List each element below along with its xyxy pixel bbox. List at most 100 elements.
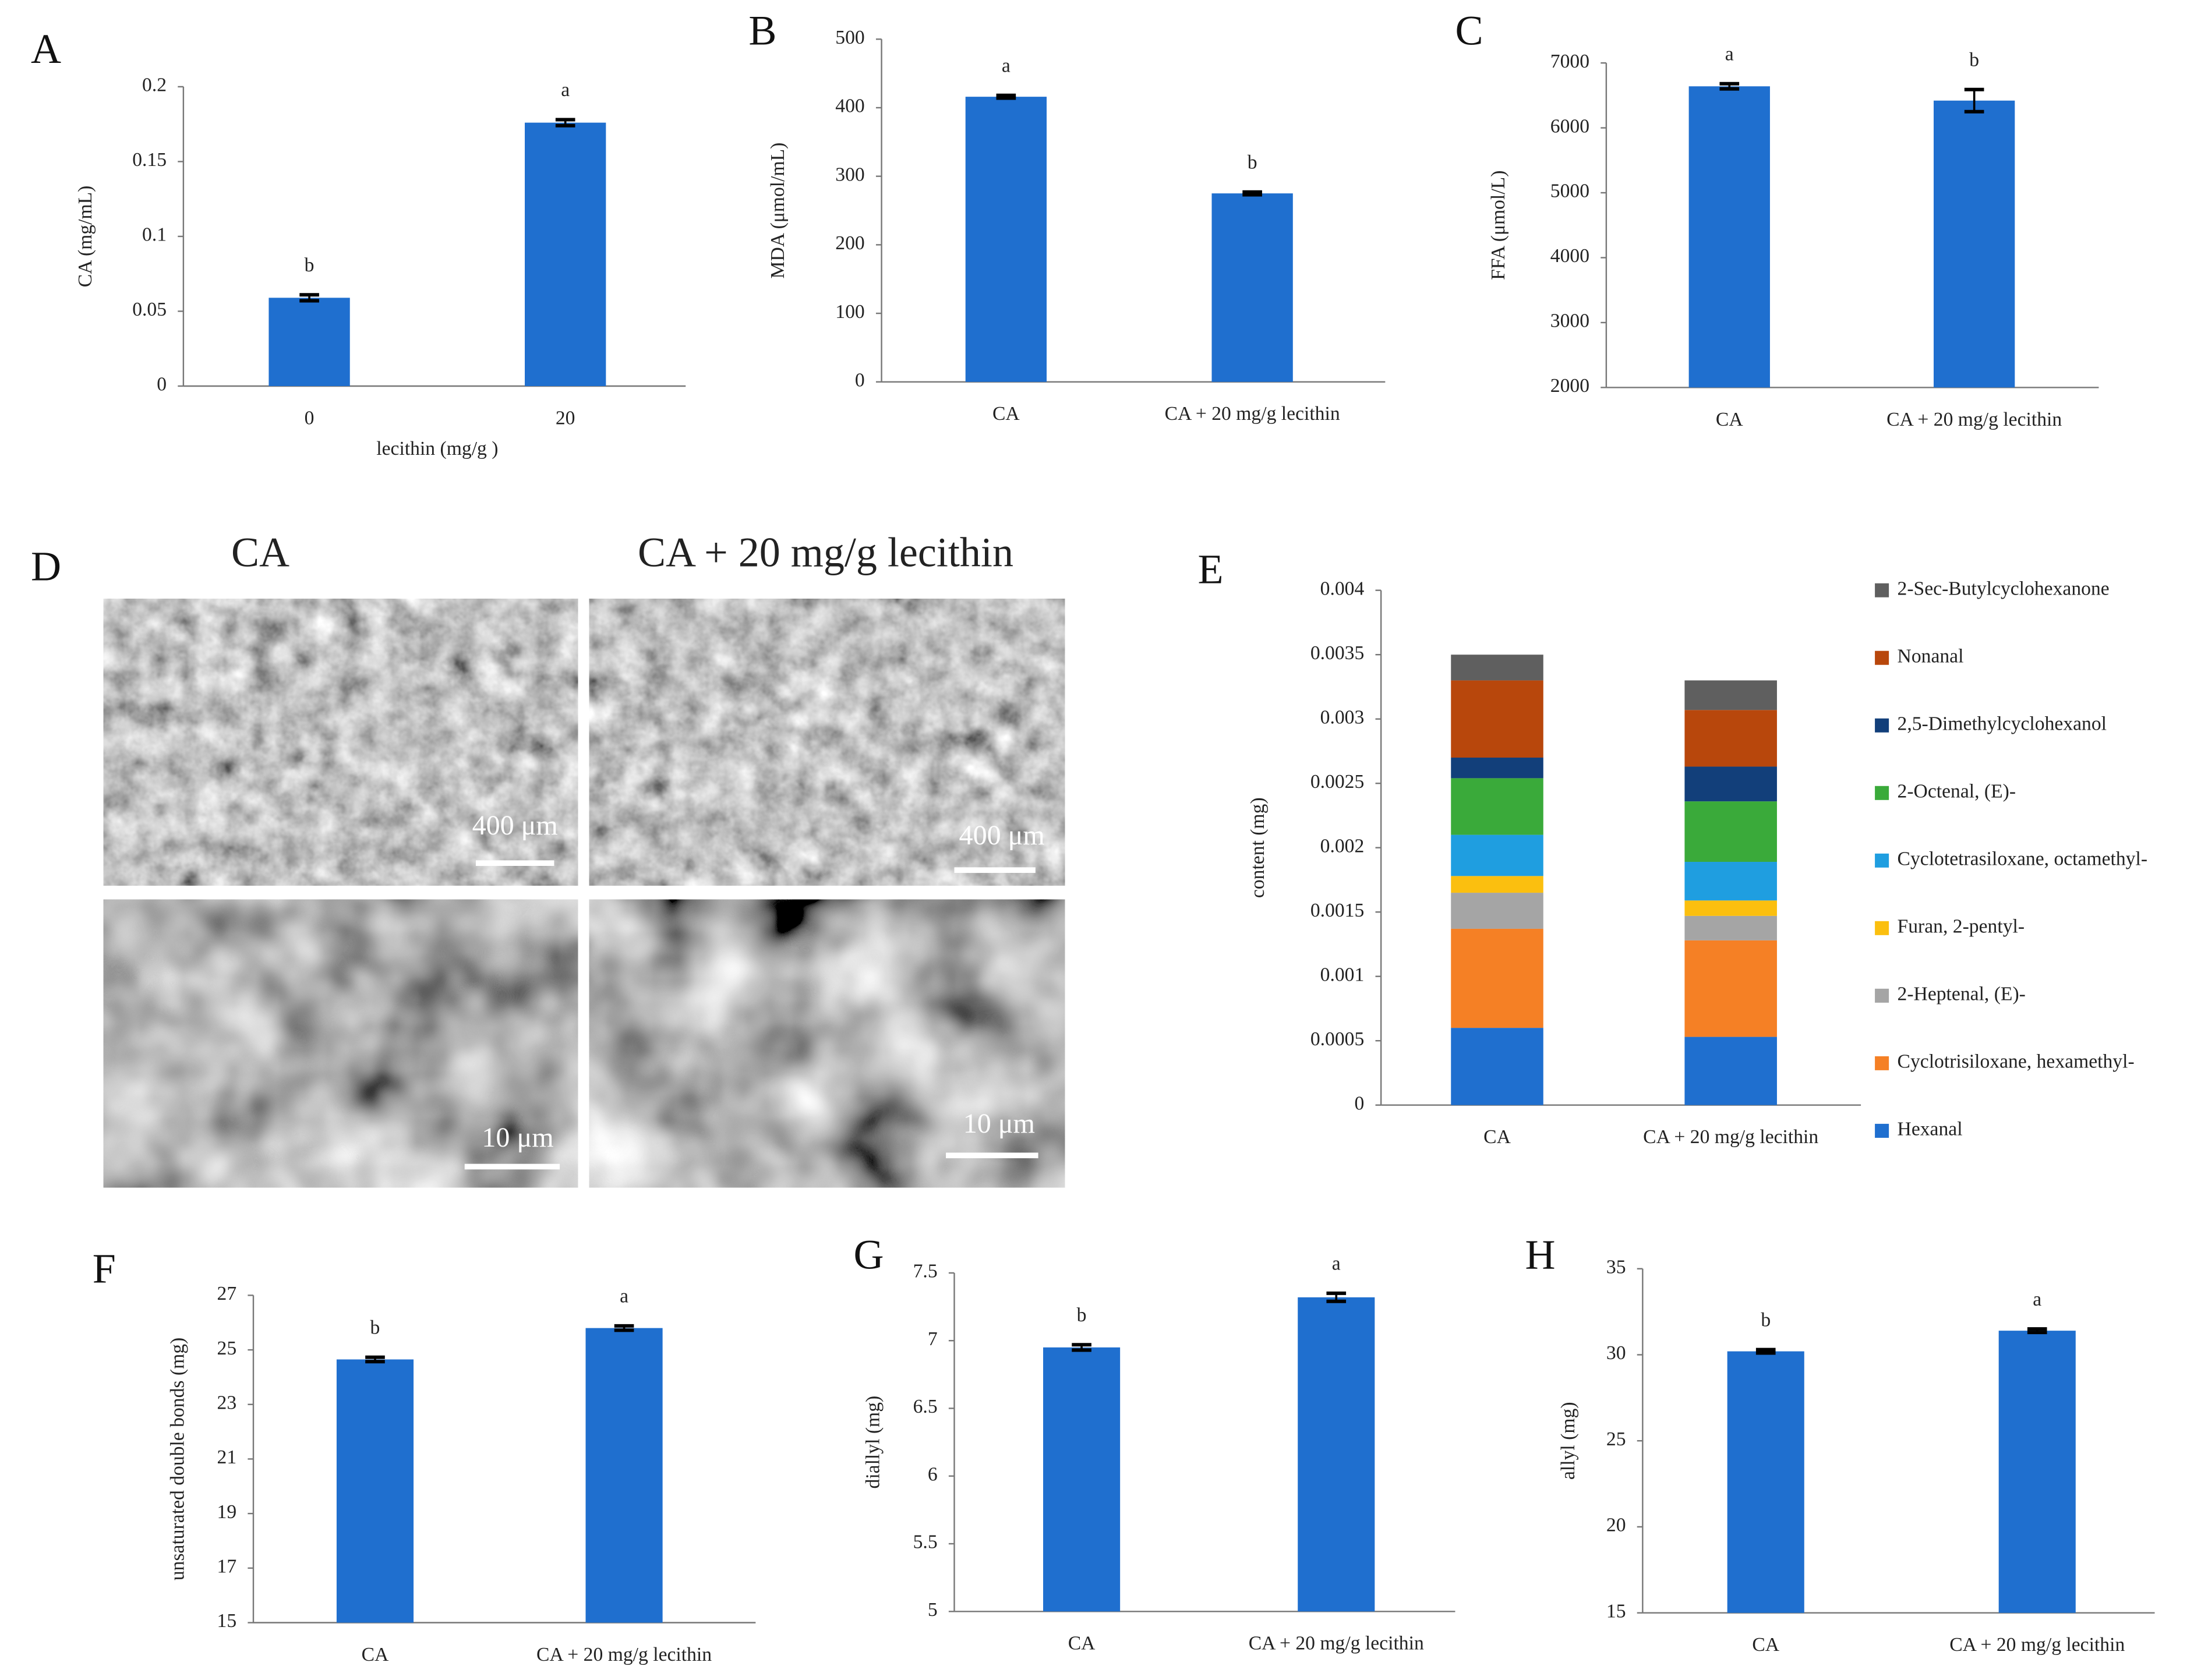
bar-segment: [1451, 834, 1543, 876]
y-tick-label: 0.002: [1320, 835, 1365, 857]
panel-label: C: [1455, 8, 1483, 54]
bar-segment: [1451, 655, 1543, 681]
sem-image: [103, 899, 578, 1188]
significance-letter: a: [1332, 1253, 1341, 1275]
x-tick-label: CA: [1483, 1126, 1511, 1148]
y-tick-label: 0: [157, 374, 167, 395]
bar-segment: [1684, 862, 1777, 901]
y-tick-label: 17: [217, 1556, 237, 1578]
y-axis-label: unsaturated double bonds (mg): [167, 1338, 188, 1580]
y-tick-label: 30: [1606, 1342, 1626, 1364]
legend-label: Hexanal: [1898, 1119, 1963, 1140]
y-tick-label: 0.003: [1320, 706, 1365, 728]
bar-segment: [1684, 940, 1777, 1037]
bar: [1727, 1351, 1804, 1613]
significance-letter: a: [1725, 43, 1734, 65]
legend-label: 2,5-Dimethylcyclohexanol: [1898, 713, 2107, 734]
y-tick-label: 5: [928, 1599, 938, 1621]
bar: [525, 122, 606, 386]
bar: [965, 97, 1047, 382]
panel-label: F: [93, 1246, 116, 1292]
y-tick-label: 6.5: [913, 1396, 938, 1417]
x-tick-label: 20: [556, 407, 575, 429]
significance-letter: b: [1969, 49, 1979, 70]
y-tick-label: 25: [217, 1338, 237, 1359]
y-tick-label: 7000: [1550, 51, 1589, 72]
y-tick-label: 25: [1606, 1428, 1626, 1450]
significance-letter: b: [1077, 1304, 1087, 1326]
panel-label: A: [31, 26, 61, 72]
y-axis-label: CA (mg/mL): [75, 186, 96, 288]
legend-swatch: [1875, 988, 1889, 1003]
panel-label: G: [854, 1231, 884, 1278]
panel-label: D: [31, 543, 61, 590]
legend-label: Cyclotetrasiloxane, octamethyl-: [1898, 848, 2148, 870]
y-tick-label: 0.0015: [1310, 900, 1364, 921]
y-tick-label: 400: [835, 96, 864, 117]
bar-segment: [1451, 680, 1543, 758]
scale-label: 400 μm: [959, 820, 1045, 851]
scale-label: 400 μm: [472, 810, 558, 841]
y-tick-label: 15: [217, 1610, 237, 1632]
significance-letter: a: [561, 79, 570, 101]
significance-letter: a: [1002, 55, 1011, 76]
bar-segment: [1451, 1028, 1543, 1105]
y-tick-label: 27: [217, 1283, 237, 1304]
y-tick-label: 35: [1606, 1256, 1626, 1278]
y-tick-label: 0.1: [142, 224, 167, 246]
micrographs: D CA CA + 20 mg/g lecithin 400 μm 400 μm…: [31, 529, 1065, 1188]
bar: [1998, 1331, 2076, 1613]
y-tick-label: 21: [217, 1446, 237, 1468]
significance-letter: b: [305, 254, 315, 276]
legend-swatch: [1875, 1056, 1889, 1070]
y-tick-label: 23: [217, 1392, 237, 1413]
legend-swatch: [1875, 921, 1889, 935]
y-axis-label: FFA (μmol/L): [1488, 171, 1509, 280]
scale-label: 10 μm: [482, 1122, 553, 1153]
bar: [1298, 1297, 1375, 1612]
bar-segment: [1684, 710, 1777, 767]
y-tick-label: 500: [835, 27, 864, 48]
bar: [268, 298, 350, 386]
bar: [1211, 193, 1293, 382]
x-tick-label: CA: [1716, 409, 1743, 430]
y-tick-label: 5000: [1550, 181, 1589, 202]
panel-label: H: [1525, 1231, 1556, 1278]
x-tick-label: CA + 20 mg/g lecithin: [1249, 1633, 1424, 1654]
y-tick-label: 0.001: [1320, 964, 1365, 985]
y-tick-label: 7.5: [913, 1261, 938, 1282]
significance-letter: a: [620, 1286, 628, 1307]
significance-letter: b: [1761, 1309, 1771, 1331]
y-tick-label: 0: [855, 370, 865, 391]
y-axis-label: allyl (mg): [1557, 1402, 1579, 1480]
y-tick-label: 200: [835, 232, 864, 254]
panel-label: E: [1197, 546, 1223, 592]
x-tick-label: CA: [1752, 1634, 1779, 1656]
y-tick-label: 2000: [1550, 375, 1589, 397]
y-tick-label: 0.2: [142, 75, 167, 96]
x-tick-label: CA: [1068, 1633, 1096, 1654]
legend-swatch: [1875, 1123, 1889, 1138]
bar: [1933, 100, 2015, 388]
panel-label: B: [748, 8, 776, 54]
y-tick-label: 3000: [1550, 310, 1589, 332]
x-tick-label: CA + 20 mg/g lecithin: [1949, 1634, 2125, 1656]
bar: [585, 1328, 663, 1623]
column-title: CA + 20 mg/g lecithin: [638, 529, 1013, 576]
y-tick-label: 4000: [1550, 245, 1589, 267]
sem-image: [589, 899, 1065, 1188]
y-tick-label: 7: [928, 1328, 938, 1350]
y-tick-label: 0.05: [132, 299, 167, 320]
y-tick-label: 100: [835, 301, 864, 323]
bar-segment: [1451, 778, 1543, 835]
y-tick-label: 6: [928, 1463, 938, 1485]
bar-segment: [1451, 876, 1543, 893]
y-tick-label: 6000: [1550, 115, 1589, 137]
y-tick-label: 0.0025: [1310, 771, 1364, 793]
x-tick-label: 0: [305, 407, 315, 429]
y-tick-label: 5.5: [913, 1532, 938, 1553]
y-tick-label: 300: [835, 164, 864, 185]
significance-letter: b: [370, 1317, 380, 1338]
legend-label: 2-Heptenal, (E)-: [1898, 984, 2026, 1005]
legend-swatch: [1875, 853, 1889, 868]
